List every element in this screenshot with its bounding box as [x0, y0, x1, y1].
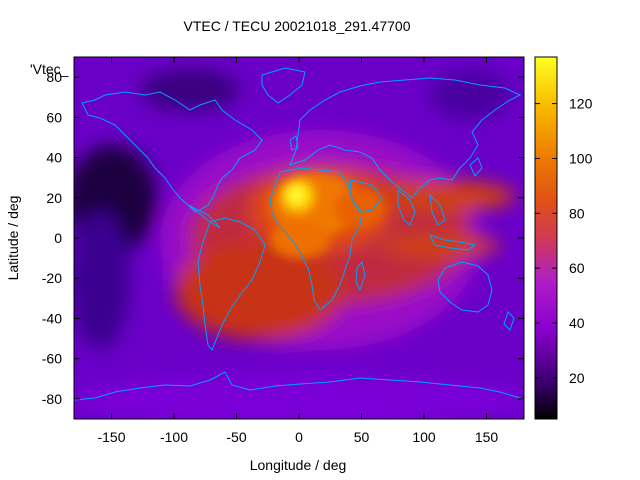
- y-tick-label: -20: [42, 270, 62, 286]
- y-tick-label: -60: [42, 351, 62, 367]
- x-tick-label: -50: [226, 429, 246, 445]
- y-tick-label: -80: [42, 391, 62, 407]
- pacific-dark-band: [70, 210, 130, 350]
- x-axis-label: Longitude / deg: [250, 457, 347, 473]
- northeast-dark-patch: [430, 70, 510, 120]
- y-tick-label: 0: [54, 230, 62, 246]
- y-tick-label: 20: [46, 190, 62, 206]
- y-tick-label: 40: [46, 150, 62, 166]
- x-tick-label: -150: [97, 429, 125, 445]
- vtec-map-figure: VTEC / TECU 20021018_291.47700: [0, 0, 640, 480]
- colorbar: [535, 57, 557, 419]
- y-tick-label: 80: [46, 69, 62, 85]
- indian-band-north: [365, 180, 515, 212]
- colorbar-tick-label: 120: [569, 96, 593, 112]
- antarctic-purple: [70, 375, 530, 425]
- y-tick-label: 60: [46, 109, 62, 125]
- x-tick-label: 150: [475, 429, 499, 445]
- y-tick-label: -40: [42, 310, 62, 326]
- colorbar-tick-label: 80: [569, 205, 585, 221]
- peak-vtec-center: [288, 187, 304, 203]
- x-tick-label: 100: [412, 429, 436, 445]
- x-tick-label: 50: [354, 429, 370, 445]
- vtec-heatmap: [67, 57, 530, 425]
- north-night-patch: [140, 68, 240, 112]
- colorbar-tick-label: 40: [569, 315, 585, 331]
- x-tick-label: 0: [295, 429, 303, 445]
- map-title: VTEC / TECU 20021018_291.47700: [183, 18, 410, 34]
- y-axis-label: Latitude / deg: [5, 196, 21, 281]
- colorbar-tick-label: 60: [569, 260, 585, 276]
- colorbar-tick-label: 20: [569, 370, 585, 386]
- x-tick-label: -100: [160, 429, 188, 445]
- colorbar-tick-label: 100: [569, 150, 593, 166]
